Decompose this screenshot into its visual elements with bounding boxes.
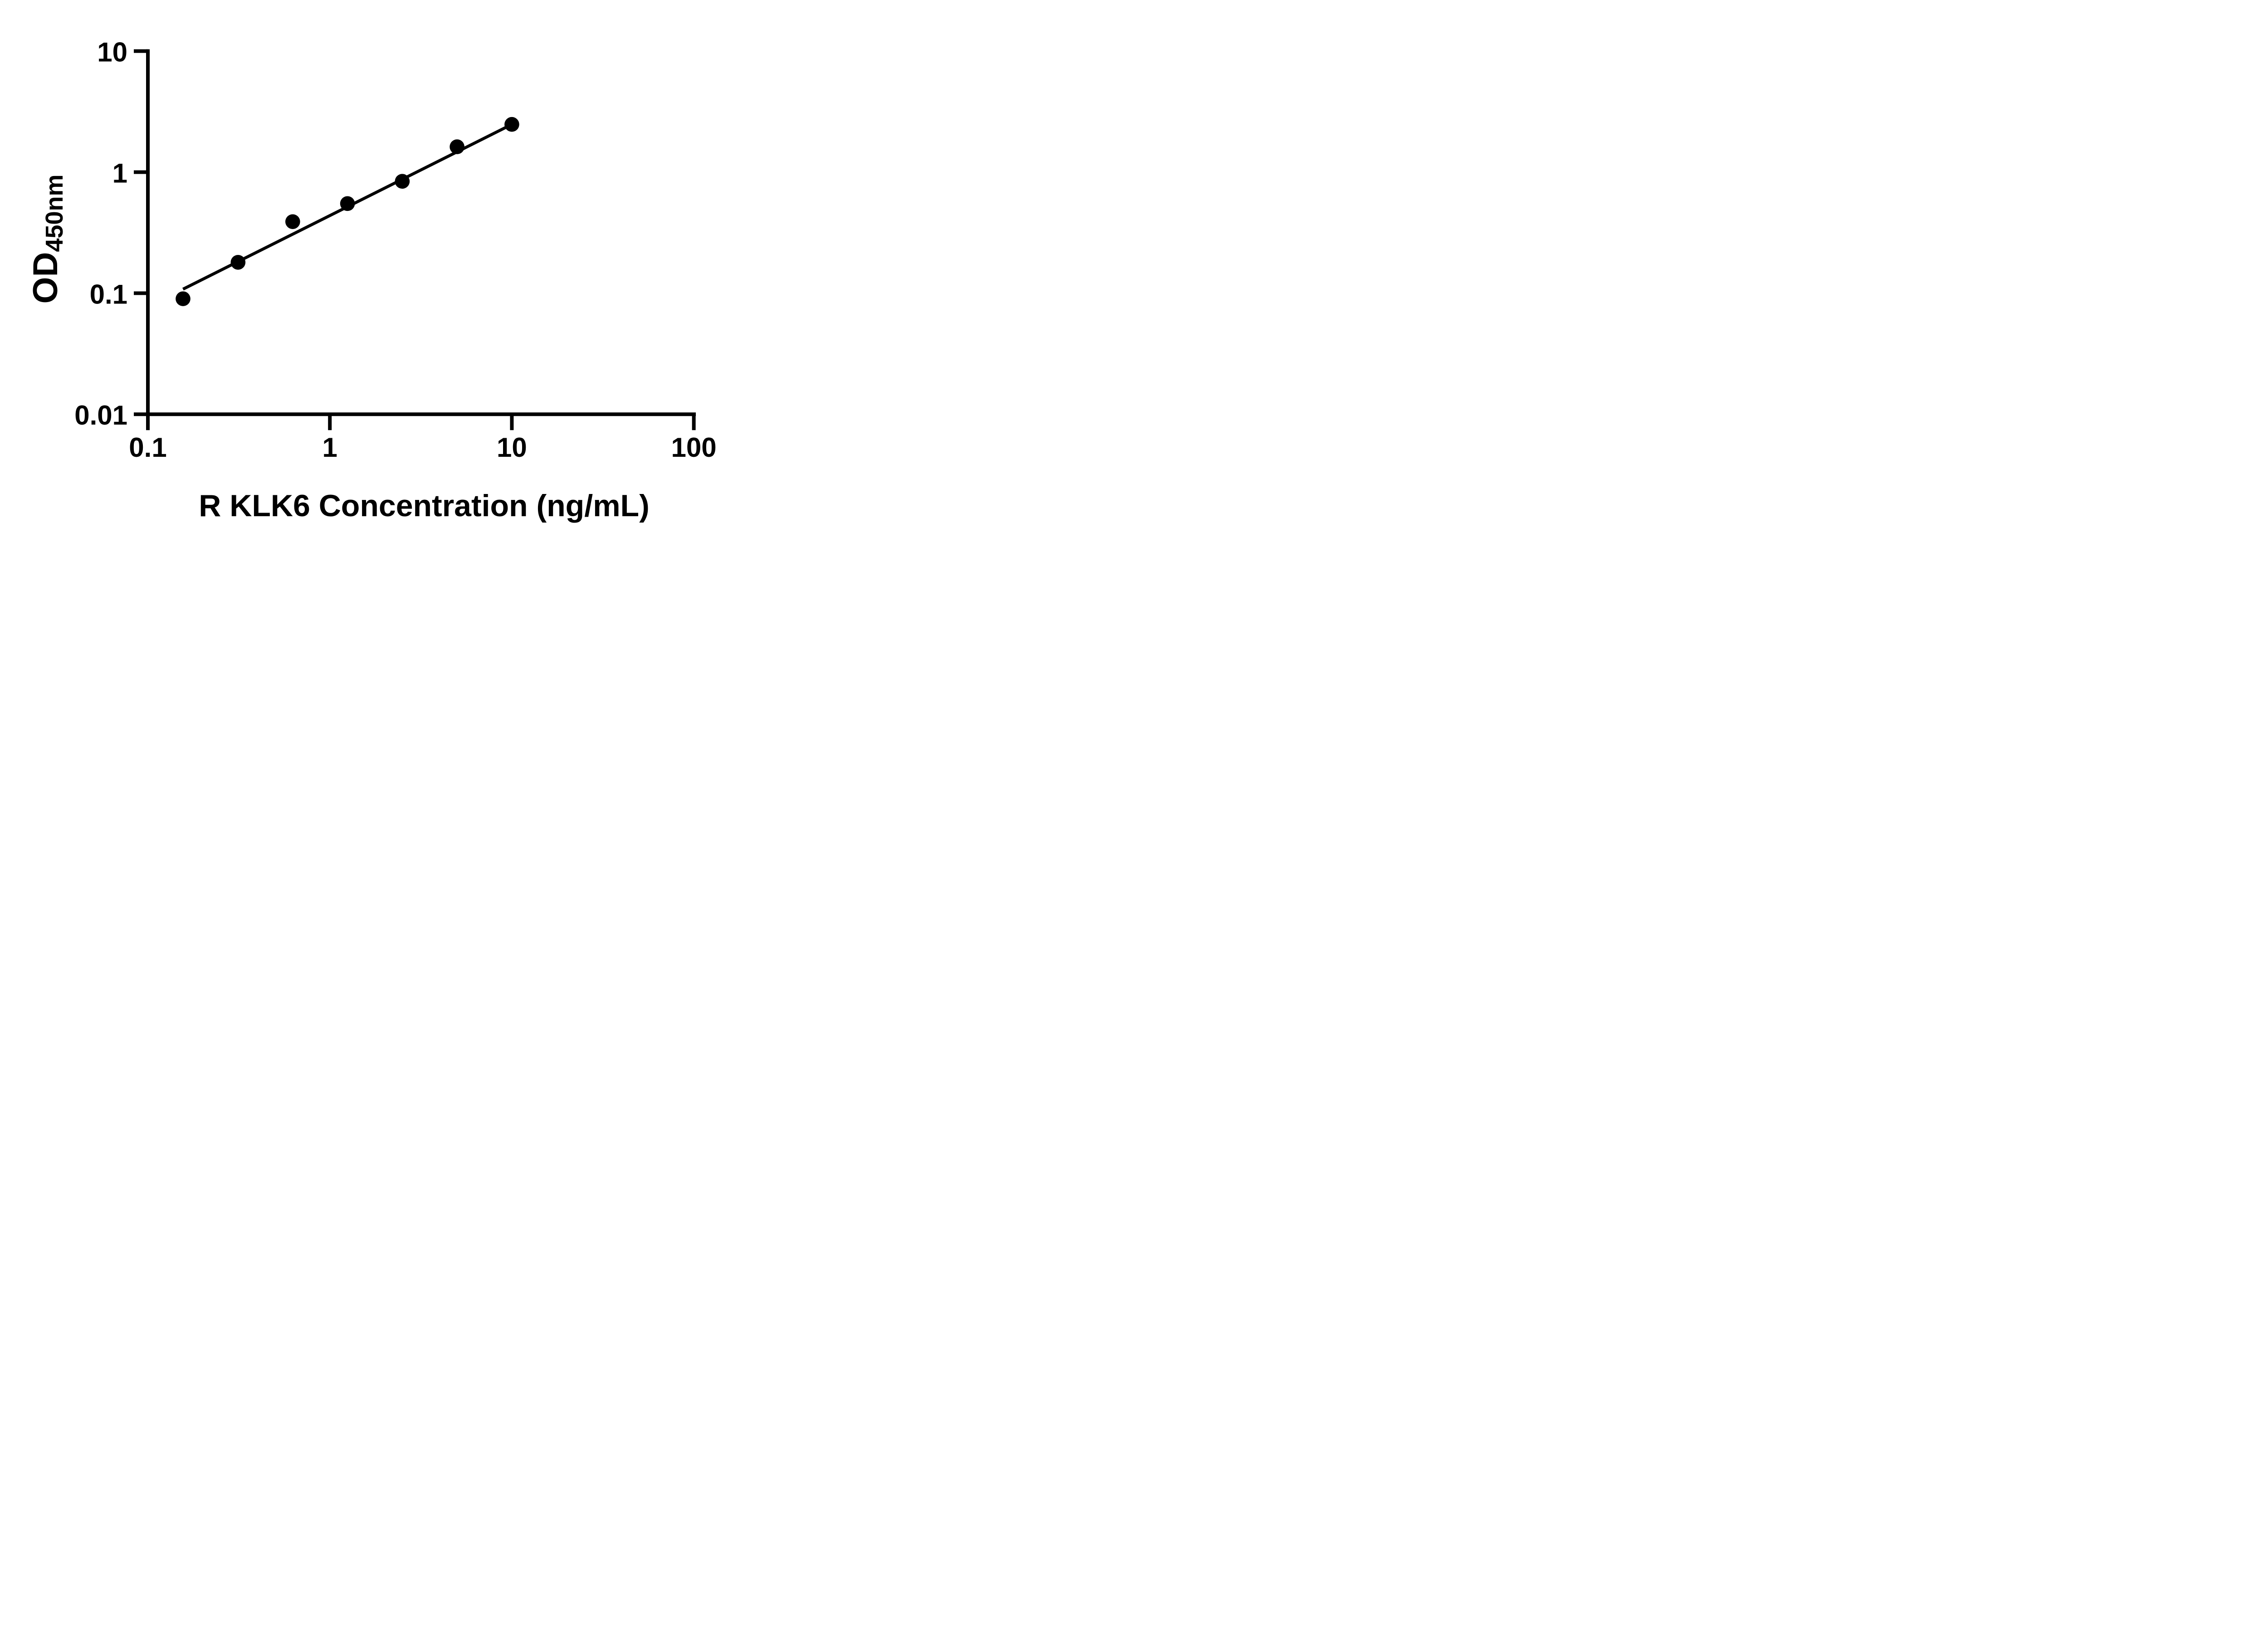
- y-axis-title-subscript: 450nm: [41, 174, 68, 252]
- y-tick-label-0.1: 0.1: [90, 279, 127, 309]
- x-tick-label-1: 1: [323, 432, 337, 463]
- data-point: [285, 214, 300, 229]
- y-tick-label-10: 10: [97, 37, 127, 68]
- x-tick-label-10: 10: [497, 432, 527, 463]
- axes: [134, 49, 696, 416]
- data-point: [395, 174, 410, 189]
- data-point: [176, 291, 191, 306]
- data-points-group: [176, 117, 519, 306]
- data-point: [340, 196, 355, 211]
- y-axis-title: OD450nm: [26, 174, 68, 303]
- elisa-standard-curve-figure: 0.01 0.1 1 10 0.1 1 10 100 R KLK6 Concentration…: [0, 0, 776, 544]
- y-axis-title-main: OD: [26, 252, 65, 304]
- tick-marks: [134, 49, 696, 430]
- data-point: [230, 254, 246, 270]
- x-tick-label-0.1: 0.1: [129, 432, 166, 463]
- data-point: [504, 117, 519, 132]
- x-tick-label-100: 100: [671, 432, 717, 463]
- data-point: [450, 139, 464, 154]
- x-axis-title: R KLK6 Concentration (ng/mL): [199, 489, 650, 523]
- y-tick-label-1: 1: [112, 158, 127, 188]
- y-tick-label-0.01: 0.01: [74, 400, 127, 430]
